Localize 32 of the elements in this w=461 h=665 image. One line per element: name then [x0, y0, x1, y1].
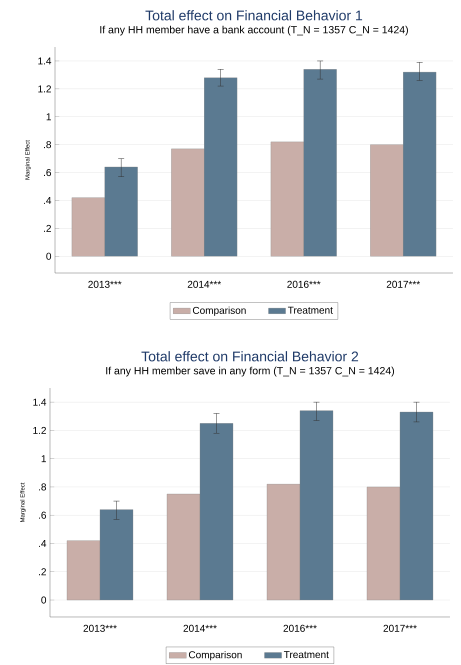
y-tick-label: .2: [44, 224, 51, 232]
y-tick-label: .8: [39, 483, 46, 490]
x-tick-label: 2017***: [386, 280, 420, 288]
x-tick-label: 2013***: [84, 624, 117, 632]
legend-label: Treatment: [288, 306, 333, 314]
chart-subtitle: If any HH member save in any form (T_N = 1357 C_N = 1424): [106, 366, 394, 376]
x-tick-label: 2013***: [88, 280, 122, 288]
y-tick-label: .4: [44, 197, 52, 204]
x-tick-label: 2014***: [184, 624, 217, 632]
legend-label: Comparison: [192, 306, 246, 316]
y-tick-label: 1.4: [38, 58, 52, 64]
y-tick-label: 0: [46, 252, 52, 260]
y-tick-label: .6: [44, 169, 52, 176]
x-tick-label: 2014***: [188, 280, 222, 288]
y-tick-label: 1.2: [33, 426, 46, 434]
y-tick-label: 1: [46, 113, 51, 120]
x-tick-label: 2016***: [284, 624, 317, 632]
y-tick-label: .4: [39, 540, 46, 547]
chart-title: Total effect on Financial Behavior 1: [145, 10, 362, 20]
legend-label: Comparison: [188, 650, 242, 660]
chart-subtitle: If any HH member have a bank account (T_N = 1357 C_N = 1424): [100, 26, 408, 36]
x-tick-label: 2017***: [384, 624, 417, 632]
y-tick-label: 1.2: [38, 85, 51, 92]
y-tick-label: 1: [42, 455, 46, 462]
y-tick-label: .6: [39, 512, 46, 519]
legend-label: Treatment: [284, 651, 329, 658]
y-tick-label: .8: [44, 141, 52, 148]
y-tick-label: 0: [41, 596, 46, 604]
y-tick-label: 1.4: [33, 398, 46, 406]
chart-title: Total effect on Financial Behavior 2: [141, 351, 358, 362]
x-tick-label: 2016***: [287, 280, 321, 288]
y-tick-label: .2: [39, 568, 46, 576]
